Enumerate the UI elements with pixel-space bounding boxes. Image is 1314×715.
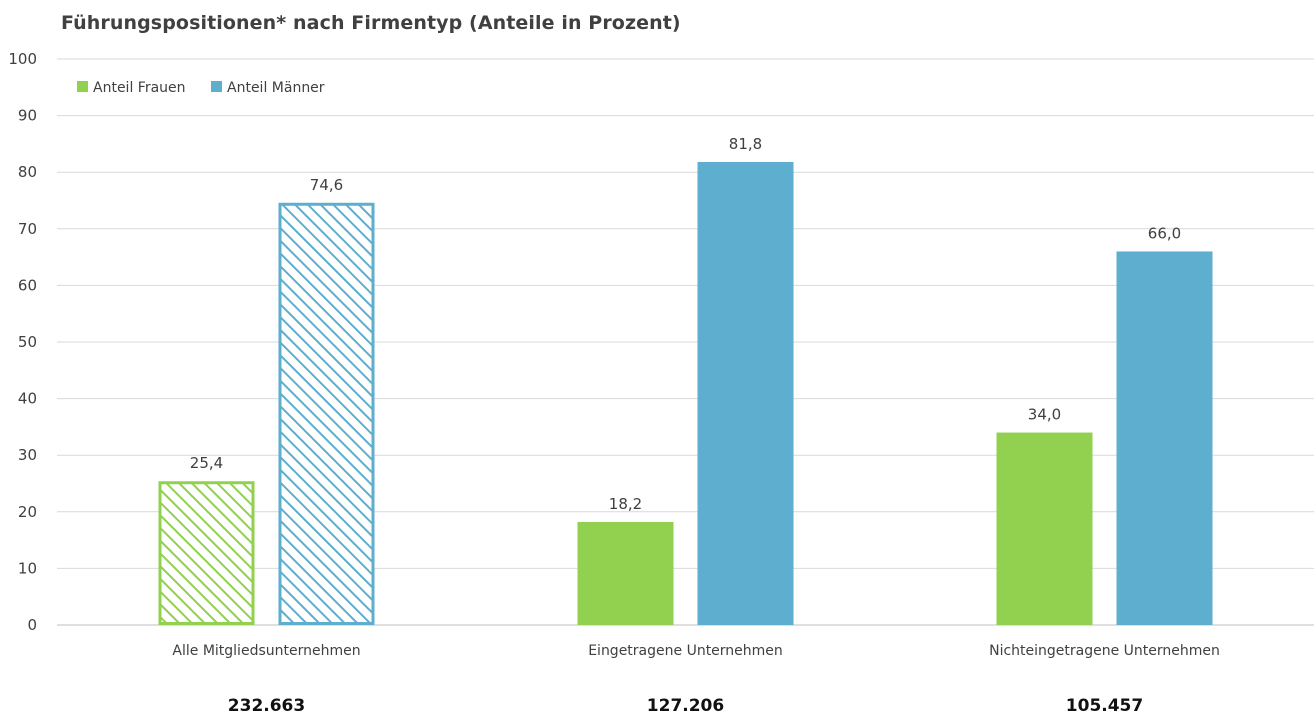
- data-label: 81,8: [729, 135, 762, 153]
- y-tick-label: 70: [18, 220, 37, 238]
- data-label: 18,2: [609, 495, 642, 513]
- y-tick-label: 30: [18, 446, 37, 464]
- gridlines: [57, 58, 1314, 626]
- y-tick-label: 90: [18, 107, 37, 125]
- y-tick-label: 40: [18, 390, 37, 408]
- y-tick-label: 0: [27, 616, 37, 634]
- y-tick-label: 10: [18, 559, 37, 577]
- y-tick-label: 100: [8, 50, 37, 68]
- data-label: 34,0: [1028, 406, 1061, 424]
- chart-title: Führungspositionen* nach Firmentyp (Ante…: [61, 12, 681, 34]
- data-label: 25,4: [190, 454, 223, 472]
- category-total: 105.457: [1066, 696, 1143, 715]
- y-axis-ticks: 0 10 20 30 40 50 60 70 80 90 100: [8, 50, 37, 634]
- legend-label: Anteil Frauen: [93, 80, 186, 96]
- bars: [158, 162, 1213, 625]
- y-tick-label: 60: [18, 276, 37, 294]
- category-label: Alle Mitgliedsunternehmen: [172, 643, 360, 659]
- data-label: 74,6: [310, 176, 343, 194]
- legend-label: Anteil Männer: [227, 80, 325, 96]
- bar-frauen-0: [158, 481, 255, 625]
- data-label: 66,0: [1148, 224, 1181, 242]
- legend-swatch: [211, 81, 222, 92]
- bar-maenner-0: [278, 202, 375, 625]
- data-labels: 25,4 74,6 18,2 81,8 34,0 66,0: [190, 135, 1181, 513]
- bar-frauen-2: [996, 432, 1093, 625]
- y-tick-label: 80: [18, 163, 37, 181]
- category-labels: Alle Mitgliedsunternehmen 232.663 Eingetra…: [172, 643, 1219, 715]
- category-label: Nichteingetragene Unternehmen: [989, 643, 1220, 659]
- legend: Anteil Frauen Anteil Männer: [77, 80, 325, 96]
- category-label: Eingetragene Unternehmen: [588, 643, 783, 659]
- category-total: 232.663: [228, 696, 305, 715]
- legend-swatch: [77, 81, 88, 92]
- bar-maenner-1: [697, 162, 794, 625]
- bar-frauen-1: [577, 521, 674, 625]
- y-tick-label: 20: [18, 503, 37, 521]
- y-tick-label: 50: [18, 333, 37, 351]
- category-total: 127.206: [647, 696, 724, 715]
- bar-maenner-2: [1116, 251, 1213, 625]
